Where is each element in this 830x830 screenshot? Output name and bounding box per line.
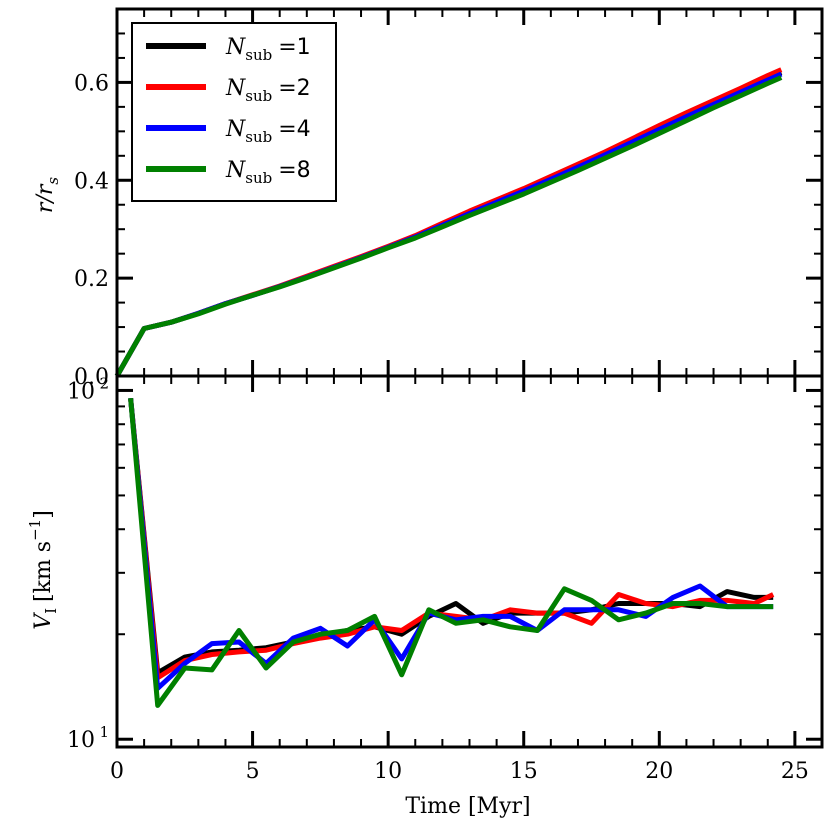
- bottom-xtick-labels: 0 5 10 15 20 25: [110, 759, 809, 784]
- bottom-series-line-3: [128, 397, 774, 691]
- top-ylabel: r/rs: [33, 177, 62, 213]
- top-ytick-label: 0.6: [74, 71, 109, 96]
- legend-label-3: Nsub =4: [225, 117, 311, 146]
- legend-label-4: Nsub =8: [225, 158, 311, 187]
- bottom-ylabel: VI[km s−1]: [26, 510, 60, 630]
- top-series-line-4: [114, 75, 783, 378]
- xtick-label: 20: [645, 759, 673, 784]
- xtick-label: 15: [510, 759, 538, 784]
- bottom-series-lines: [128, 397, 775, 708]
- bottom-ytick-label-exponent: 2: [99, 374, 109, 392]
- bottom-series-line-4: [128, 397, 774, 708]
- top-panel: 0.0 0.2 0.4 0.6: [74, 7, 824, 390]
- top-ytick-labels: 0.0 0.2 0.4 0.6: [74, 71, 109, 390]
- top-series-lines: [114, 67, 783, 378]
- bottom-ytick-label-exponent: 1: [99, 723, 109, 741]
- bottom-ytick-label: 10: [67, 728, 95, 753]
- xtick-label: 5: [246, 759, 260, 784]
- bottom-ytick-label: 10: [67, 379, 95, 404]
- xtick-label: 25: [781, 759, 809, 784]
- top-ytick-label: 0.4: [74, 169, 109, 194]
- top-ytick-label: 0.2: [74, 267, 109, 292]
- top-ytick-label: 0.0: [74, 365, 109, 390]
- xlabel: Time [Myr]: [405, 794, 530, 819]
- legend-label-1: Nsub =1: [225, 35, 311, 64]
- bottom-series-line-2: [128, 397, 775, 681]
- xtick-label: 0: [110, 759, 124, 784]
- xtick-label: 10: [374, 759, 402, 784]
- legend-label-2: Nsub =2: [225, 76, 311, 105]
- bottom-axes-frame: [115, 374, 824, 749]
- legend: Nsub =1 Nsub =2 Nsub =4 Nsub =8: [131, 22, 337, 202]
